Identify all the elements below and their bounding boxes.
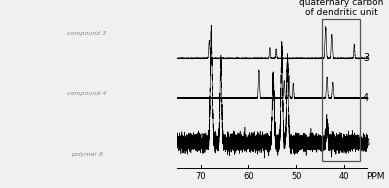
Text: polymer 8: polymer 8	[70, 152, 103, 157]
Text: 8: 8	[363, 138, 369, 148]
Text: PPM: PPM	[366, 171, 385, 180]
Text: 40: 40	[338, 171, 349, 180]
Text: 3: 3	[363, 53, 369, 63]
Text: 50: 50	[291, 171, 301, 180]
Bar	[322, 19, 361, 161]
Text: quaternary carbon
of dendritic unit: quaternary carbon of dendritic unit	[299, 0, 384, 17]
Text: 70: 70	[196, 171, 206, 180]
Text: 60: 60	[243, 171, 254, 180]
Text: compound 3: compound 3	[67, 31, 106, 36]
Text: 4: 4	[363, 93, 369, 103]
Text: compound 4: compound 4	[67, 92, 106, 96]
